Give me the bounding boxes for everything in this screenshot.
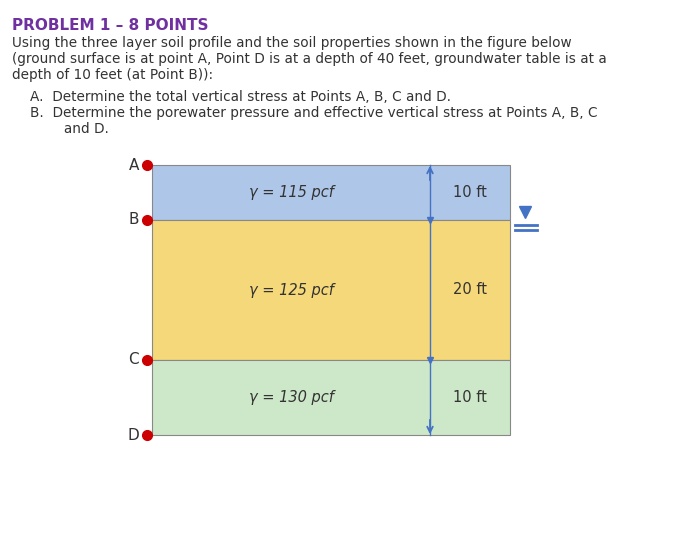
Text: A.  Determine the total vertical stress at Points A, B, C and D.: A. Determine the total vertical stress a…	[30, 90, 451, 104]
Text: Using the three layer soil profile and the soil properties shown in the figure b: Using the three layer soil profile and t…	[12, 36, 572, 50]
Bar	[152, 220, 510, 360]
Text: B: B	[129, 212, 139, 228]
Text: C: C	[128, 352, 139, 368]
Text: D: D	[127, 428, 139, 443]
Text: (ground surface is at point A, Point D is at a depth of 40 feet, groundwater tab: (ground surface is at point A, Point D i…	[12, 52, 607, 66]
Text: γ = 130 pcf: γ = 130 pcf	[248, 390, 333, 405]
Text: depth of 10 feet (at Point B)):: depth of 10 feet (at Point B)):	[12, 68, 213, 82]
Text: γ = 115 pcf: γ = 115 pcf	[248, 185, 333, 200]
Text: γ = 125 pcf: γ = 125 pcf	[248, 282, 333, 298]
Text: A: A	[129, 158, 139, 172]
Text: B.  Determine the porewater pressure and effective vertical stress at Points A, : B. Determine the porewater pressure and …	[30, 106, 598, 120]
Text: PROBLEM 1 – 8 POINTS: PROBLEM 1 – 8 POINTS	[12, 18, 209, 33]
Text: and D.: and D.	[42, 122, 109, 136]
Bar	[152, 165, 510, 220]
Text: 20 ft: 20 ft	[453, 282, 487, 298]
Bar	[152, 360, 510, 435]
Text: 10 ft: 10 ft	[453, 390, 487, 405]
Text: 10 ft: 10 ft	[453, 185, 487, 200]
